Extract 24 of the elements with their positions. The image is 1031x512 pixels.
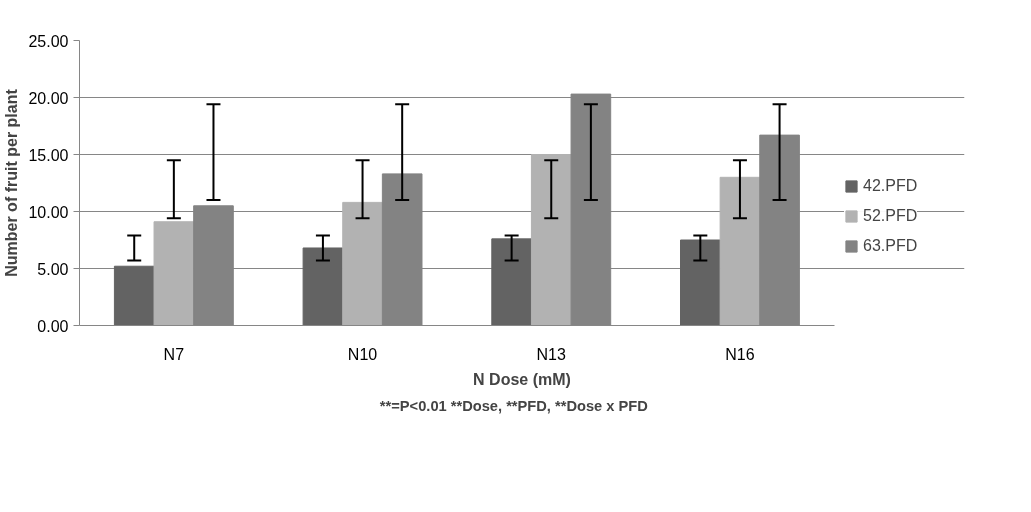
text: **=P<0.01 **Dose, **PFD, **Dose x PFD (379, 397, 648, 414)
legend-label: 42.PFD (863, 177, 918, 195)
y-tick-label: 15.00 (28, 146, 69, 164)
y-tick-label: 10.00 (28, 203, 69, 221)
x-tick-label: N13 (536, 345, 567, 363)
x-tick-label: N16 (725, 345, 755, 363)
x-tick-label: N10 (347, 345, 378, 363)
bar (491, 238, 532, 326)
x-tick-label: N7 (163, 345, 185, 363)
legend-label: 52.PFD (863, 207, 918, 225)
y-tick-label: 0.00 (37, 317, 69, 335)
bar (342, 201, 383, 326)
bar (680, 239, 721, 326)
legend-label: 63.PFD (863, 237, 918, 255)
x-axis-title: N Dose (mM) (473, 370, 571, 388)
bar (113, 265, 155, 326)
bar (530, 154, 572, 326)
y-axis-title: Number of fruit per plant (3, 88, 21, 277)
y-tick-label: 25.00 (28, 32, 69, 50)
bar (302, 247, 344, 326)
y-tick-label: 5.00 (37, 260, 69, 278)
y-tick-label: 20.00 (28, 89, 69, 107)
bar (153, 221, 195, 326)
bar (719, 176, 761, 326)
